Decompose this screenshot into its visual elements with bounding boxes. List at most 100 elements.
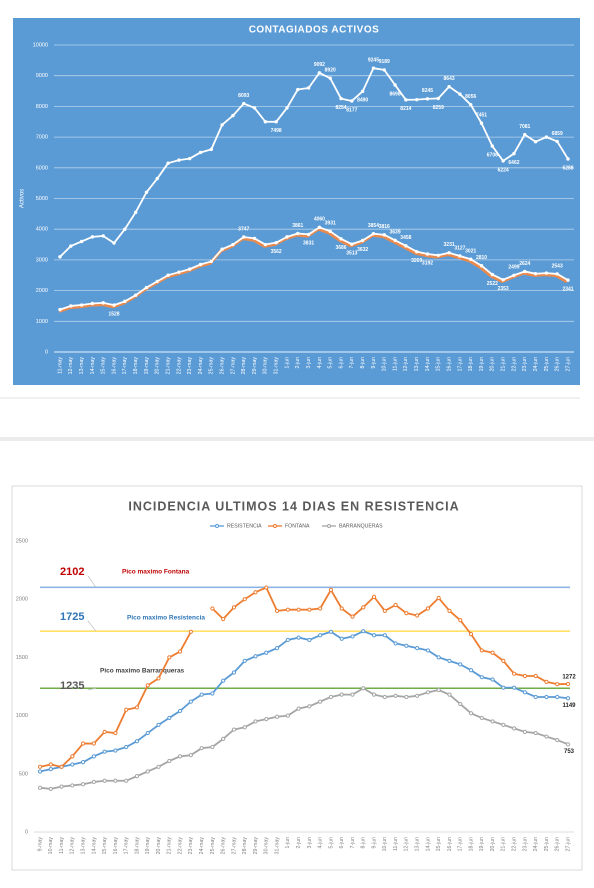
- data-point: [501, 685, 506, 690]
- reference-connector: [87, 620, 97, 632]
- data-point: [479, 121, 484, 125]
- data-point: [285, 235, 289, 239]
- data-point: [501, 722, 506, 728]
- x-tick-label: 31-may: [274, 357, 280, 375]
- x-tick-label: 1-jun: [285, 837, 291, 849]
- data-point: [91, 741, 96, 746]
- data-point: [436, 96, 440, 101]
- data-point: [490, 677, 495, 682]
- data-point: [274, 240, 278, 245]
- data-point: [70, 783, 75, 788]
- x-tick-label: 8-jun: [361, 837, 367, 849]
- data-point: [361, 686, 366, 691]
- data-label: 7498: [271, 128, 282, 134]
- x-tick-label: 12-may: [70, 837, 76, 855]
- data-point: [70, 754, 75, 759]
- reference-connector: [87, 687, 97, 691]
- data-point: [436, 687, 441, 693]
- data-point: [458, 92, 462, 96]
- data-label: 3562: [271, 249, 282, 255]
- data-point: [91, 779, 96, 785]
- data-point: [48, 767, 53, 772]
- x-tick-label: 2-jun: [295, 357, 301, 369]
- x-tick-label: 26-jun: [555, 357, 561, 372]
- data-label: 6706: [487, 152, 498, 158]
- data-point: [306, 86, 311, 90]
- y-tick-label: 8000: [36, 104, 48, 110]
- data-point: [447, 658, 452, 663]
- data-point: [425, 648, 431, 653]
- data-point: [253, 654, 258, 659]
- data-point: [393, 238, 397, 242]
- x-tick-label: 4-jun: [318, 837, 324, 849]
- data-point: [350, 692, 355, 697]
- x-tick-label: 22-jun: [511, 837, 517, 852]
- data-label: 3021: [465, 249, 476, 255]
- data-point: [371, 692, 377, 697]
- data-label: 3816: [379, 224, 390, 230]
- data-point: [167, 758, 172, 764]
- data-point: [523, 132, 527, 137]
- data-point: [209, 147, 214, 152]
- x-tick-label: 21-jun: [501, 357, 507, 372]
- chart-title: INCIDENCIA ULTIMOS 14 DIAS EN RESISTENCI…: [128, 499, 459, 513]
- x-tick-label: 12-jun: [404, 837, 410, 852]
- data-point: [339, 636, 344, 641]
- data-point: [415, 613, 420, 618]
- y-tick-label: 500: [19, 771, 28, 777]
- data-point: [58, 255, 62, 259]
- x-tick-label: 20-may: [155, 357, 161, 375]
- data-point: [59, 784, 64, 789]
- data-point: [113, 730, 118, 736]
- data-point: [566, 157, 570, 161]
- data-point: [123, 227, 127, 231]
- data-point: [252, 106, 257, 110]
- legend-label: BARRANQUERAS: [339, 523, 383, 529]
- data-point: [81, 760, 86, 765]
- data-point: [144, 285, 149, 290]
- data-point: [404, 611, 409, 616]
- y-tick-label: 2000: [16, 597, 28, 603]
- data-point: [112, 241, 116, 245]
- data-point: [102, 729, 107, 734]
- data-label: 8056: [465, 94, 476, 100]
- x-tick-label: 14-jun: [425, 837, 431, 852]
- data-point: [296, 635, 301, 640]
- data-point: [490, 272, 495, 277]
- reference-value: 1725: [60, 611, 84, 623]
- data-point: [501, 658, 506, 663]
- data-point: [469, 102, 473, 107]
- series-line: [59, 67, 569, 258]
- chart-frame: [11, 485, 583, 871]
- data-point: [533, 694, 538, 700]
- x-tick-label: 17-jun: [457, 357, 463, 372]
- data-point: [199, 692, 204, 697]
- data-point: [264, 650, 269, 655]
- data-point: [339, 237, 343, 241]
- x-tick-label: 22-may: [176, 357, 182, 375]
- x-tick-label: 26-may: [221, 837, 227, 855]
- data-point: [199, 746, 204, 751]
- data-point: [306, 232, 311, 237]
- x-tick-label: 5-jun: [328, 837, 334, 849]
- x-tick-label: 6-jun: [339, 837, 345, 849]
- data-point: [522, 690, 527, 695]
- data-point: [479, 675, 484, 680]
- x-tick-label: 27-may: [231, 837, 237, 855]
- data-label: 8643: [444, 76, 455, 82]
- data-point: [177, 158, 181, 162]
- x-tick-label: 13-jun: [415, 837, 421, 852]
- data-point: [37, 764, 43, 769]
- data-label: 3192: [422, 260, 433, 266]
- data-point: [167, 655, 172, 660]
- x-tick-label: 1-jun: [284, 357, 290, 369]
- x-tick-label: 15-jun: [436, 357, 442, 372]
- y-tick-label: 2500: [16, 538, 28, 544]
- data-point: [328, 76, 332, 80]
- data-point: [393, 693, 398, 698]
- data-point: [328, 629, 334, 634]
- data-point: [458, 662, 463, 667]
- x-tick-label: 17-jun: [458, 837, 464, 852]
- data-point: [124, 778, 129, 783]
